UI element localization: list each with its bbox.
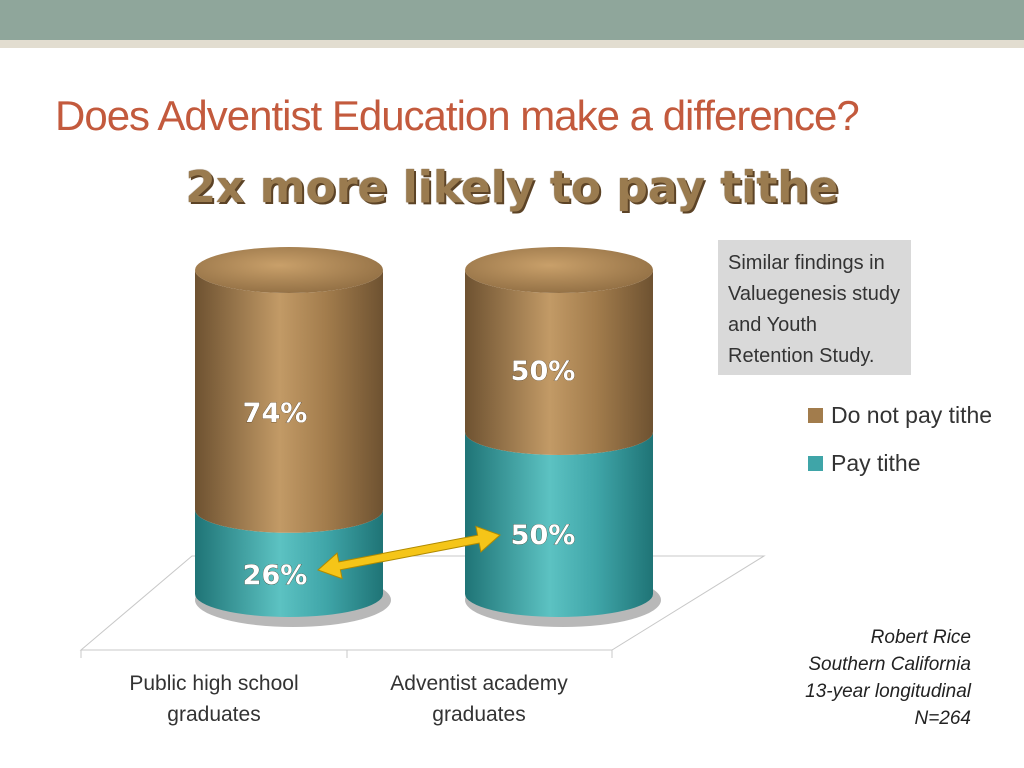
data-label: 74% (243, 398, 308, 429)
legend-swatch-pay (808, 456, 823, 471)
x-tick-label: Adventist academy graduates (390, 672, 568, 726)
attribution-line: Robert Rice (870, 627, 971, 648)
legend-label-pay: Pay tithe (831, 450, 921, 476)
note-box: Similar findings in Valuegenesis study a… (718, 240, 911, 375)
x-tick-label: Public high school graduates (129, 672, 299, 726)
top-banner (0, 0, 1024, 40)
data-label: 26% (243, 560, 308, 591)
chart-legend: Do not pay tithe Pay tithe (808, 398, 998, 494)
chart-floor (79, 555, 766, 651)
data-label: 50% (511, 356, 576, 387)
attribution: Robert Rice Southern California 13-year … (805, 624, 971, 732)
attribution-line: Southern California (808, 654, 971, 675)
pay-segment (195, 509, 383, 617)
legend-item-pay: Pay tithe (808, 446, 998, 480)
do-not-pay-segment (195, 270, 383, 533)
comparison-arrow (317, 525, 501, 580)
cylinder-top (195, 247, 383, 293)
data-label: 50% (511, 520, 576, 551)
do-not-pay-segment (465, 270, 653, 455)
legend-swatch-do-not-pay (808, 408, 823, 423)
slide-subtitle: 2x more likely to pay tithe (185, 162, 839, 213)
legend-label-do-not-pay: Do not pay tithe (831, 402, 993, 428)
cylinder-top (465, 247, 653, 293)
attribution-line: N=264 (914, 708, 971, 729)
attribution-line: 13-year longitudinal (805, 681, 971, 702)
slide-title: Does Adventist Education make a differen… (55, 92, 860, 139)
top-banner-accent (0, 40, 1024, 48)
legend-item-do-not-pay: Do not pay tithe (808, 398, 998, 432)
pay-segment (465, 432, 653, 617)
